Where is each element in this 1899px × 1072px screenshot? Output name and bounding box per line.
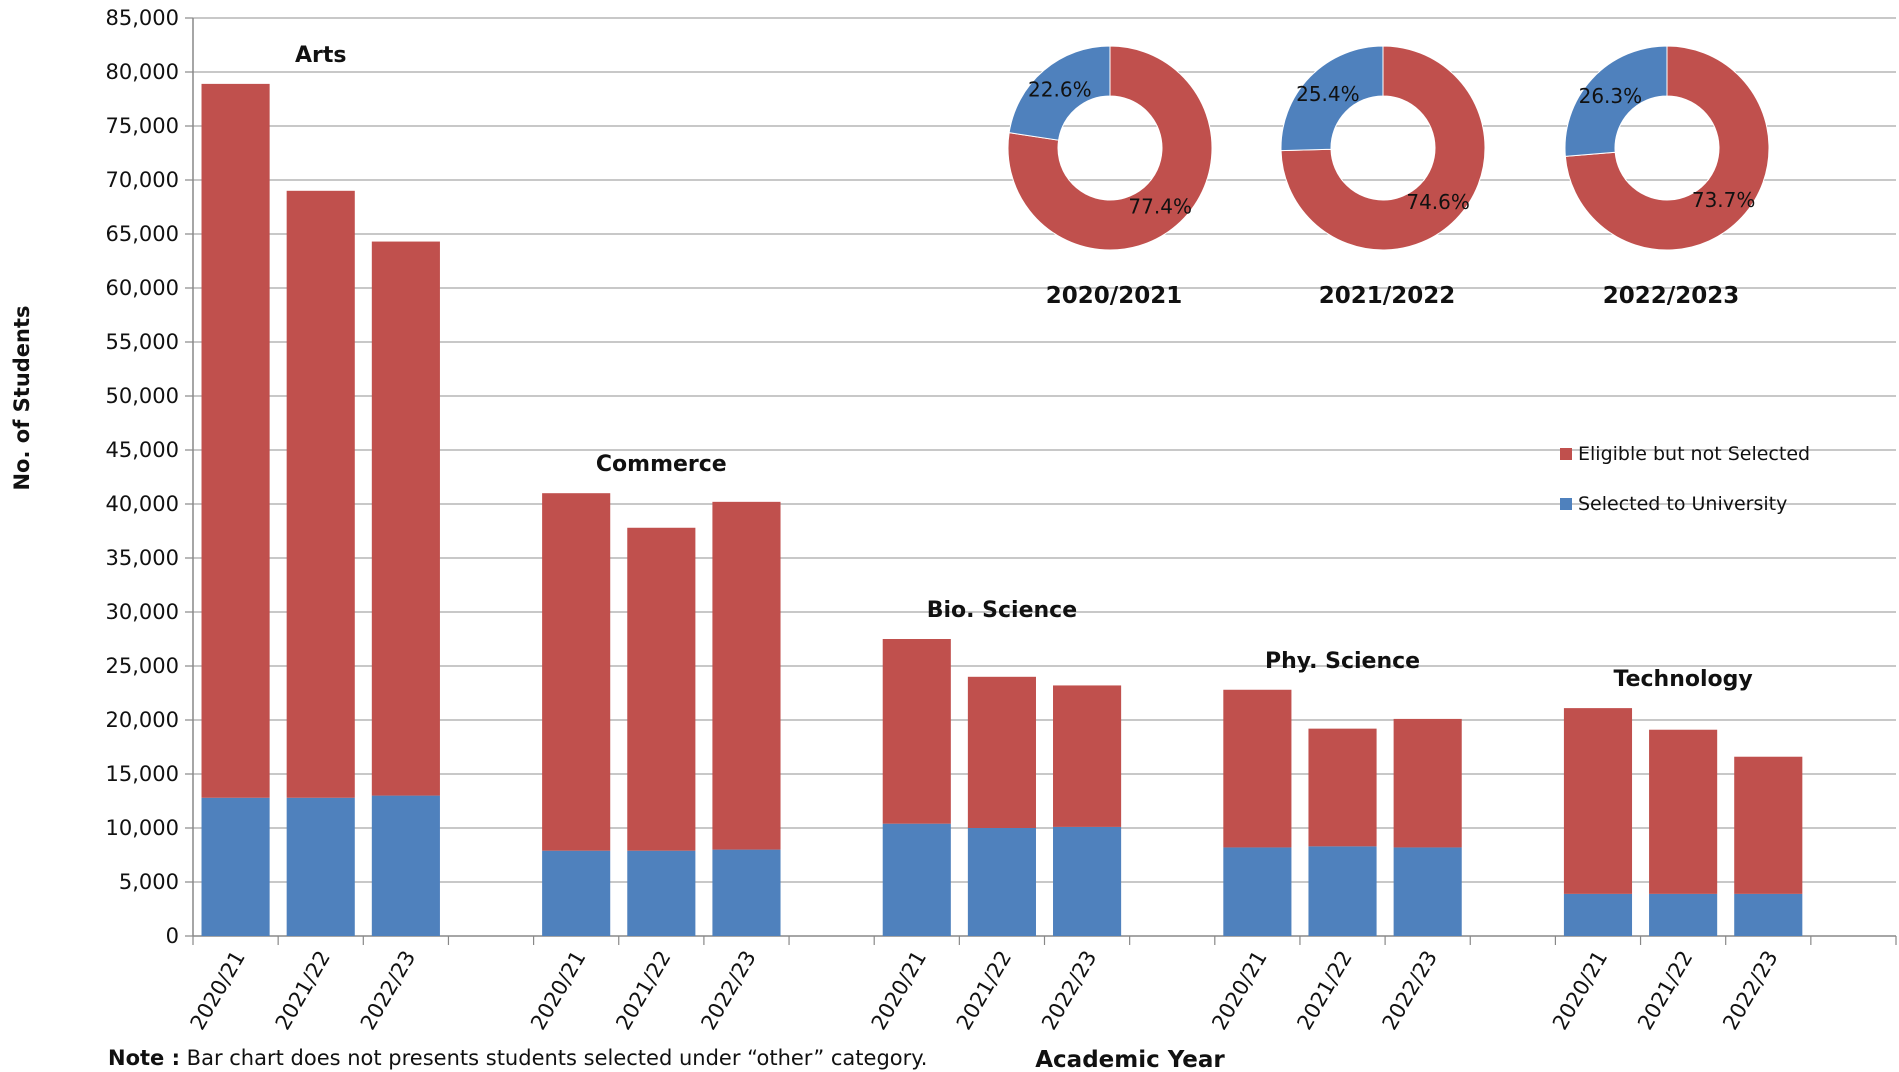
bars	[201, 83, 1803, 936]
x-tick-label: 2022/23	[1037, 947, 1101, 1035]
y-tick-label: 60,000	[106, 276, 179, 300]
legend-swatch	[1560, 498, 1572, 510]
bar-eligible-not-selected	[712, 501, 781, 850]
x-tick-label: 2020/21	[1548, 947, 1612, 1035]
bar-selected	[1308, 846, 1377, 936]
x-tick-label: 2022/23	[696, 947, 760, 1035]
y-tick-label: 35,000	[106, 546, 179, 570]
bar-selected	[967, 828, 1036, 936]
y-tick-label: 80,000	[106, 60, 179, 84]
bar-eligible-not-selected	[1563, 708, 1633, 894]
y-tick-label: 40,000	[106, 492, 179, 516]
x-tick-label: 2021/22	[271, 947, 335, 1035]
donut-label-eligible: 73.7%	[1692, 188, 1756, 212]
y-tick-label: 5,000	[119, 870, 179, 894]
bar-eligible-not-selected	[286, 190, 355, 798]
y-tick-label: 55,000	[106, 330, 179, 354]
footnote: Note : Bar chart does not presents stude…	[108, 1046, 927, 1070]
bar-selected	[712, 849, 781, 936]
y-tick-label: 70,000	[106, 168, 179, 192]
x-axis: 2020/21 2021/22 2022/23 2020/21 2021/22 2022/…	[185, 935, 1897, 1035]
x-tick-label: 2020/21	[1207, 947, 1271, 1035]
bar-selected	[627, 850, 696, 936]
group-label: Technology	[1614, 667, 1753, 692]
bar-selected	[882, 823, 951, 936]
legend-label: Eligible but not Selected	[1578, 443, 1810, 465]
bar-selected	[286, 797, 355, 936]
y-axis: 0 5,000 10,000 15,000 20,000 25,000 30,000 35,0…	[106, 6, 194, 948]
x-tick-label: 2021/22	[1292, 947, 1356, 1035]
x-tick-label: 2021/22	[952, 947, 1016, 1035]
x-axis-title: Academic Year	[1035, 1047, 1225, 1072]
y-tick-label: 45,000	[106, 438, 179, 462]
x-tick-label: 2021/22	[611, 947, 675, 1035]
bar-eligible-not-selected	[1223, 689, 1292, 848]
note-prefix: Note :	[108, 1046, 180, 1070]
x-tick-label: 2021/22	[1633, 947, 1697, 1035]
donut-slice-eligible	[1280, 45, 1486, 251]
donut-slice-eligible	[1007, 45, 1213, 251]
y-tick-label: 25,000	[106, 654, 179, 678]
y-tick-label: 15,000	[106, 762, 179, 786]
bar-selected	[1649, 893, 1718, 936]
x-tick-label: 2020/21	[185, 947, 249, 1035]
bar-eligible-not-selected	[627, 527, 696, 851]
donut-title: 2022/2023	[1603, 283, 1739, 309]
bar-selected	[1563, 893, 1633, 936]
bar-eligible-not-selected	[371, 241, 440, 796]
y-tick-label: 50,000	[106, 384, 179, 408]
donut-label-selected: 26.3%	[1579, 84, 1643, 108]
legend-swatch	[1560, 448, 1572, 460]
bar-selected	[201, 797, 270, 936]
donut-label-selected: 25.4%	[1296, 82, 1360, 106]
donut-charts: 77.4% 22.6% 2020/2021 74.6% 25.4% 2021/2022 73…	[1007, 45, 1770, 309]
legend-label: Selected to University	[1578, 493, 1787, 515]
donut-title: 2020/2021	[1046, 283, 1182, 309]
y-tick-label: 0	[166, 924, 179, 948]
donut-label-eligible: 74.6%	[1406, 190, 1470, 214]
bar-eligible-not-selected	[967, 676, 1036, 828]
bar-eligible-not-selected	[882, 639, 951, 824]
note-text: Bar chart does not presents students sel…	[180, 1046, 928, 1070]
x-tick-label: 2022/23	[1718, 947, 1782, 1035]
x-tick-label: 2020/21	[867, 947, 931, 1035]
bar-eligible-not-selected	[1393, 718, 1462, 848]
bar-eligible-not-selected	[1649, 729, 1718, 894]
x-tick-label: 2022/23	[1378, 947, 1442, 1035]
legend: Eligible but not Selected Selected to Uni…	[1560, 443, 1810, 515]
group-labels: Arts Commerce Bio. Science Phy. Science Tech…	[295, 43, 1753, 692]
donut-label-selected: 22.6%	[1028, 78, 1092, 102]
group-label: Commerce	[596, 452, 727, 477]
x-tick-label: 2022/23	[356, 947, 420, 1035]
y-tick-label: 85,000	[106, 6, 179, 30]
group-label: Bio. Science	[927, 598, 1077, 623]
y-tick-label: 75,000	[106, 114, 179, 138]
bar-eligible-not-selected	[1308, 728, 1377, 847]
y-tick-label: 30,000	[106, 600, 179, 624]
bar-selected	[1393, 847, 1462, 936]
y-tick-label: 10,000	[106, 816, 179, 840]
bar-selected	[371, 795, 440, 936]
donut-label-eligible: 77.4%	[1128, 194, 1192, 218]
y-tick-label: 20,000	[106, 708, 179, 732]
bar-selected	[1053, 826, 1122, 936]
donut-slice-selected	[1280, 45, 1384, 152]
y-axis-title: No. of Students	[10, 305, 34, 490]
bar-eligible-not-selected	[1734, 756, 1803, 894]
bar-eligible-not-selected	[1053, 685, 1122, 827]
bar-eligible-not-selected	[542, 493, 611, 851]
x-tick-label: 2020/21	[526, 947, 590, 1035]
group-label: Arts	[295, 43, 347, 68]
donut-title: 2021/2022	[1319, 283, 1455, 309]
donut-slice-selected	[1564, 45, 1668, 157]
group-label: Phy. Science	[1265, 649, 1420, 674]
y-tick-label: 65,000	[106, 222, 179, 246]
bar-selected	[1734, 893, 1803, 936]
bar-eligible-not-selected	[201, 83, 270, 798]
donut-slice-eligible	[1564, 45, 1770, 251]
bar-selected	[1223, 847, 1292, 936]
donut-slice-selected	[1008, 45, 1111, 141]
bar-selected	[542, 850, 611, 936]
